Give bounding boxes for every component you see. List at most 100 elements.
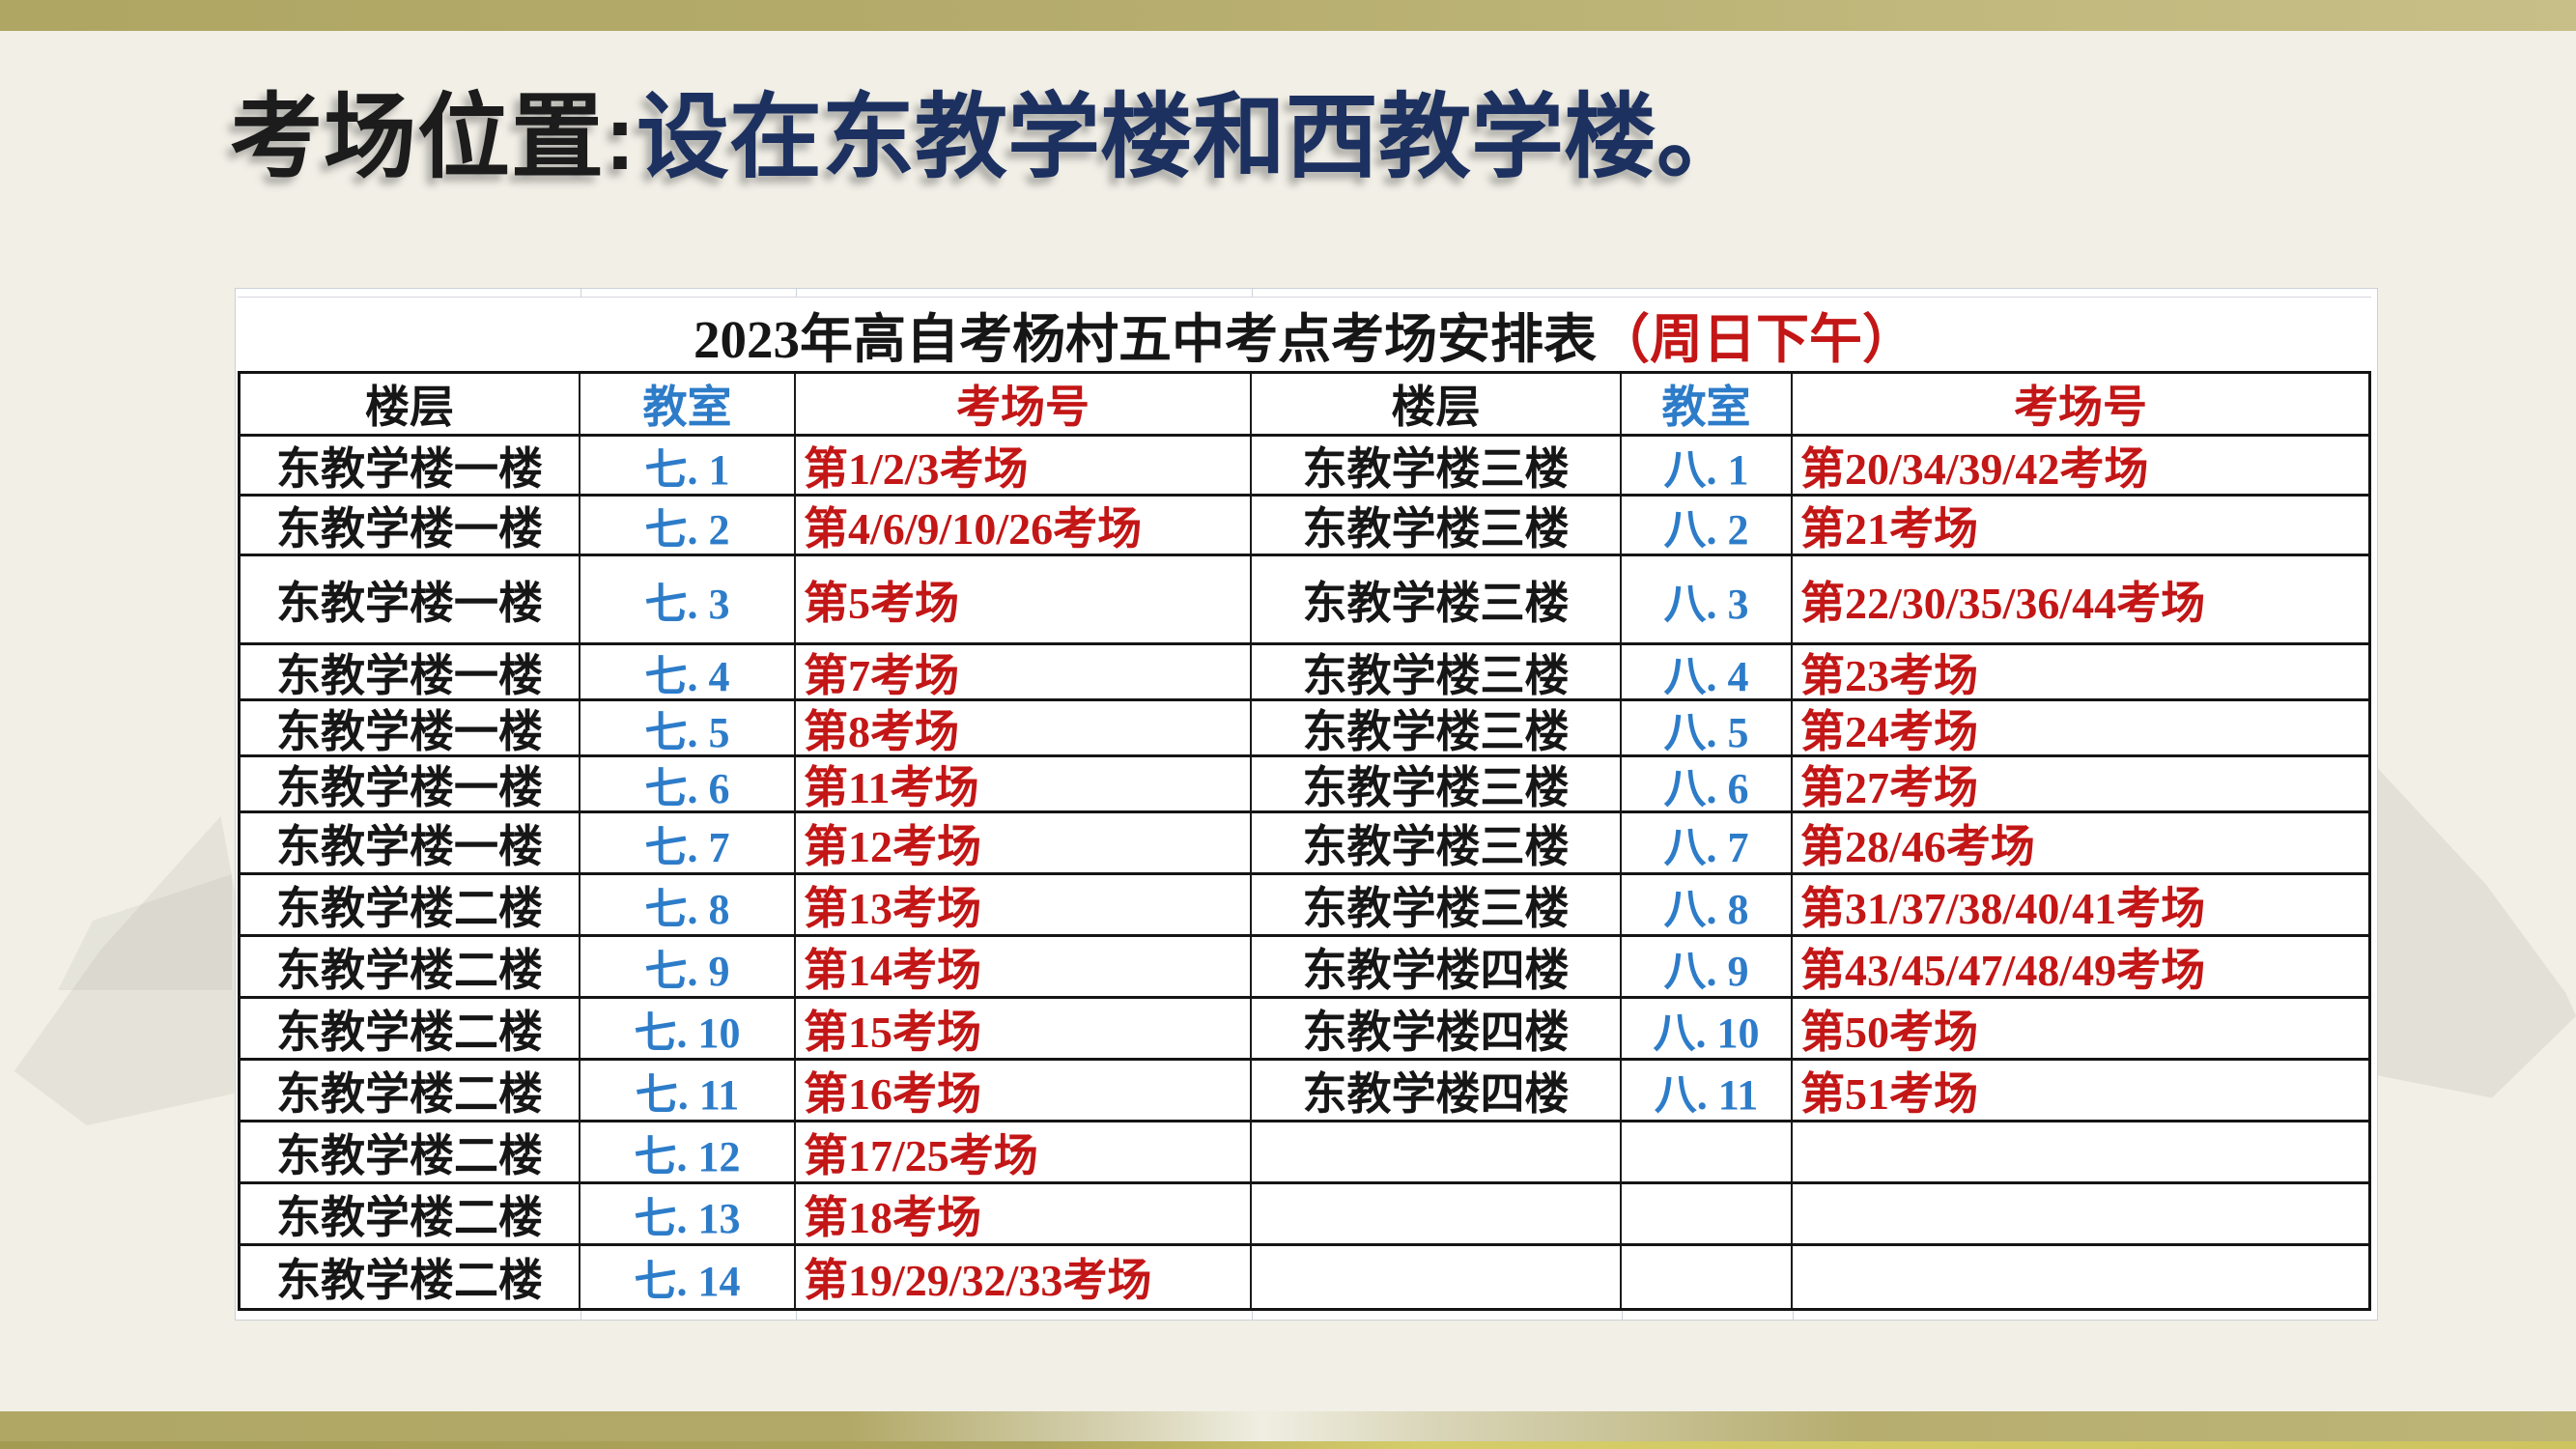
- table-body: 东教学楼一楼 七. 1 第1/2/3考场 东教学楼三楼 八. 1 第20/34/…: [241, 437, 2368, 1308]
- table-row: 东教学楼一楼 七. 5 第8考场 东教学楼三楼 八. 5 第24考场: [241, 701, 2368, 757]
- gridline-stub: [1793, 1304, 1794, 1321]
- room-cell: 七. 1: [580, 437, 796, 494]
- halls-cell: 第31/37/38/40/41考场: [1800, 883, 2206, 933]
- top-theme-bar: [0, 0, 2576, 31]
- floor-cell: 东教学楼三楼: [1252, 757, 1622, 810]
- room-cell: 八. 6: [1622, 757, 1793, 810]
- floor-cell: 东教学楼二楼: [241, 875, 580, 934]
- floor-cell: 东教学楼三楼: [1252, 497, 1622, 554]
- room-cell: 八. 2: [1622, 497, 1793, 554]
- room-cell: 八. 7: [1622, 813, 1793, 872]
- table-row: 东教学楼一楼 七. 1 第1/2/3考场 东教学楼三楼 八. 1 第20/34/…: [241, 437, 2368, 497]
- floor-cell: 东教学楼一楼: [241, 556, 580, 642]
- bottom-accent-strip: [0, 1441, 2576, 1449]
- halls-cell: [1793, 1184, 2368, 1243]
- floor-cell: 东教学楼一楼: [241, 813, 580, 872]
- halls-cell: 第22/30/35/36/44考场: [1800, 578, 2206, 628]
- floor-cell: 东教学楼三楼: [1252, 875, 1622, 934]
- halls-cell: 第21考场: [1800, 503, 1978, 554]
- room-cell: 七. 11: [580, 1061, 796, 1120]
- halls-cell: [1793, 1246, 2368, 1308]
- floor-cell: [1252, 1122, 1622, 1181]
- room-cell: 八. 10: [1622, 999, 1793, 1058]
- halls-cell: 第16考场: [796, 1061, 1252, 1120]
- floor-cell: 东教学楼四楼: [1252, 1061, 1622, 1120]
- gridline-stub: [1622, 1304, 1623, 1321]
- floor-cell: 东教学楼一楼: [241, 645, 580, 698]
- gridline-stub: [796, 1304, 797, 1321]
- table-row: 东教学楼二楼 七. 14 第19/29/32/33考场: [241, 1246, 2368, 1308]
- halls-cell: 第18考场: [796, 1184, 1252, 1243]
- room-cell: 七. 14: [580, 1246, 796, 1308]
- halls-cell: 第14考场: [796, 937, 1252, 996]
- gridline-stub: [580, 289, 581, 297]
- gridline-stub: [796, 289, 797, 297]
- floor-cell: 东教学楼三楼: [1252, 645, 1622, 698]
- halls-cell: 第4/6/9/10/26考场: [796, 497, 1252, 554]
- table-row: 东教学楼二楼 七. 11 第16考场 东教学楼四楼 八. 11 第51考场: [241, 1061, 2368, 1122]
- room-cell: 七. 5: [580, 701, 796, 754]
- room-cell: 七. 8: [580, 875, 796, 934]
- room-cell: 七. 6: [580, 757, 796, 810]
- table-row: 东教学楼二楼 七. 12 第17/25考场: [241, 1122, 2368, 1184]
- gridline-stub: [580, 1304, 581, 1321]
- table-row: 东教学楼一楼 七. 4 第7考场 东教学楼三楼 八. 4 第23考场: [241, 645, 2368, 701]
- halls-cell: 第51考场: [1800, 1068, 1978, 1119]
- floor-cell: 东教学楼一楼: [241, 497, 580, 554]
- halls-cell: 第17/25考场: [796, 1122, 1252, 1181]
- floor-cell: 东教学楼四楼: [1252, 999, 1622, 1058]
- gridline-stub: [1252, 1304, 1253, 1321]
- floor-cell: 东教学楼四楼: [1252, 937, 1622, 996]
- halls-cell: 第11考场: [796, 757, 1252, 810]
- table-row: 东教学楼一楼 七. 3 第5考场 东教学楼三楼 八. 3 第22/30/35/3…: [241, 556, 2368, 645]
- floor-cell: 东教学楼二楼: [241, 1246, 580, 1308]
- room-cell: 七. 7: [580, 813, 796, 872]
- floor-cell: 东教学楼二楼: [241, 1184, 580, 1243]
- room-cell: 七. 10: [580, 999, 796, 1058]
- table-title-main: 2023年高自考杨村五中考点考场安排表: [693, 310, 1597, 369]
- halls-cell: 第50考场: [1800, 1007, 1978, 1057]
- table-row: 东教学楼二楼 七. 13 第18考场: [241, 1184, 2368, 1246]
- room-cell: 八. 8: [1622, 875, 1793, 934]
- header-floor-right: 楼层: [1252, 374, 1622, 434]
- table-title-session: （周日下午）: [1597, 310, 1916, 369]
- floor-cell: 东教学楼三楼: [1252, 701, 1622, 754]
- halls-cell: 第20/34/39/42考场: [1800, 443, 2149, 494]
- room-cell: 七. 4: [580, 645, 796, 698]
- floor-cell: [1252, 1246, 1622, 1308]
- room-cell: 八. 5: [1622, 701, 1793, 754]
- halls-cell: 第7考场: [796, 645, 1252, 698]
- header-halls-right: 考场号: [2014, 383, 2147, 432]
- halls-cell: 第8考场: [796, 701, 1252, 754]
- floor-cell: 东教学楼三楼: [1252, 437, 1622, 494]
- table-title: 2023年高自考杨村五中考点考场安排表 （周日下午）: [238, 297, 2371, 371]
- halls-cell: 第43/45/47/48/49考场: [1800, 945, 2206, 995]
- table-box: 楼层 教室 考场号 楼层 教室 考场号 东教学楼一楼 七. 1 第1/2/3考场…: [238, 371, 2371, 1311]
- header-halls-left: 考场号: [796, 374, 1252, 434]
- floor-cell: 东教学楼一楼: [241, 757, 580, 810]
- heading-text: 设在东教学楼和西教学楼。: [636, 86, 1749, 189]
- room-cell: 七. 12: [580, 1122, 796, 1181]
- table-row: 东教学楼一楼 七. 6 第11考场 东教学楼三楼 八. 6 第27考场: [241, 757, 2368, 813]
- halls-cell: 第12考场: [796, 813, 1252, 872]
- halls-cell: 第5考场: [796, 556, 1252, 642]
- room-cell: 七. 2: [580, 497, 796, 554]
- room-cell: [1622, 1122, 1793, 1181]
- room-cell: 八. 4: [1622, 645, 1793, 698]
- header-room-right: 教室: [1622, 374, 1793, 434]
- gridline-stub: [1252, 289, 1253, 297]
- header-floor-left: 楼层: [241, 374, 580, 434]
- room-cell: [1622, 1184, 1793, 1243]
- floor-cell: 东教学楼二楼: [241, 1122, 580, 1181]
- heading-label: 考场位置:: [230, 86, 637, 189]
- room-cell: 八. 11: [1622, 1061, 1793, 1120]
- floor-cell: [1252, 1184, 1622, 1243]
- table-header-row: 楼层 教室 考场号 楼层 教室 考场号: [241, 374, 2368, 437]
- room-cell: 七. 3: [580, 556, 796, 642]
- floor-cell: 东教学楼二楼: [241, 1061, 580, 1120]
- room-cell: 八. 1: [1622, 437, 1793, 494]
- floor-cell: 东教学楼一楼: [241, 437, 580, 494]
- background-texture-left-inner: [58, 874, 232, 990]
- halls-cell: 第15考场: [796, 999, 1252, 1058]
